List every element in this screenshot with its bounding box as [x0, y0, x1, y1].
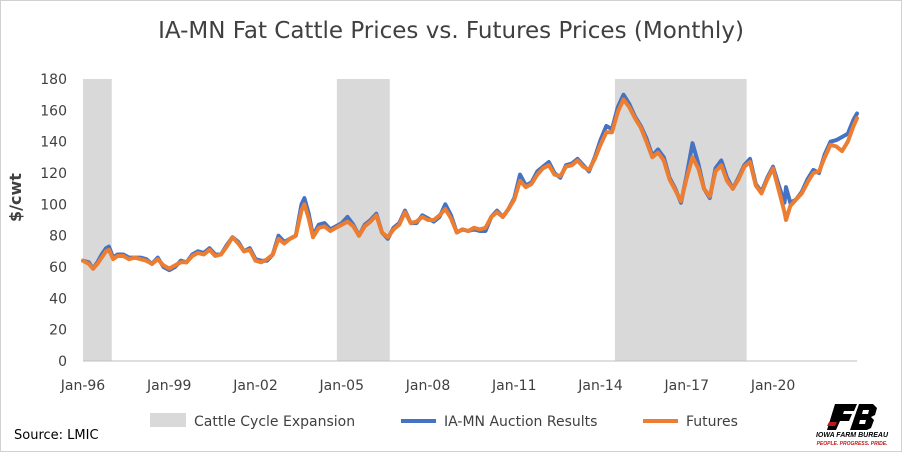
x-tick-label: Jan-20 — [750, 378, 795, 394]
y-tick-label: 140 — [40, 135, 67, 151]
y-tick-label: 20 — [49, 323, 67, 339]
farm-bureau-logo: IOWA FARM BUREAU PEOPLE. PROGRESS. PRIDE… — [807, 402, 897, 448]
x-tick-label: Jan-05 — [319, 378, 364, 394]
x-tick-label: Jan-99 — [146, 378, 191, 394]
logo-brand-text: IOWA FARM BUREAU — [815, 432, 889, 439]
y-tick-label: 160 — [40, 103, 67, 119]
y-tick-label: 180 — [40, 72, 67, 88]
x-tick-label: Jan-17 — [664, 378, 709, 394]
legend-label-expansion: Cattle Cycle Expansion — [194, 414, 355, 430]
legend-label-futures: Futures — [686, 414, 738, 430]
x-tick-label: Jan-96 — [60, 378, 106, 394]
chart-title: IA-MN Fat Cattle Prices vs. Futures Pric… — [158, 18, 744, 44]
y-tick-label: 80 — [49, 229, 67, 245]
x-tick-label: Jan-08 — [405, 378, 450, 394]
y-tick-label: 120 — [40, 166, 67, 182]
y-tick-label: 60 — [49, 260, 67, 276]
x-tick-label: Jan-11 — [491, 378, 536, 394]
y-tick-label: 0 — [58, 354, 67, 370]
expansion-region-1 — [83, 79, 112, 361]
farm-bureau-logo-icon — [827, 404, 877, 430]
legend-swatch-expansion — [150, 413, 186, 427]
x-tick-label: Jan-02 — [232, 378, 277, 394]
legend-label-auction: IA-MN Auction Results — [444, 414, 597, 430]
y-tick-label: 40 — [49, 291, 67, 307]
expansion-region-3 — [614, 79, 747, 361]
x-tick-label: Jan-14 — [577, 378, 623, 394]
y-tick-label: 100 — [40, 197, 67, 213]
series-line-futures — [81, 97, 859, 271]
source-note: Source: LMIC — [14, 428, 99, 443]
logo-tagline: PEOPLE. PROGRESS. PRIDE. — [816, 441, 888, 447]
